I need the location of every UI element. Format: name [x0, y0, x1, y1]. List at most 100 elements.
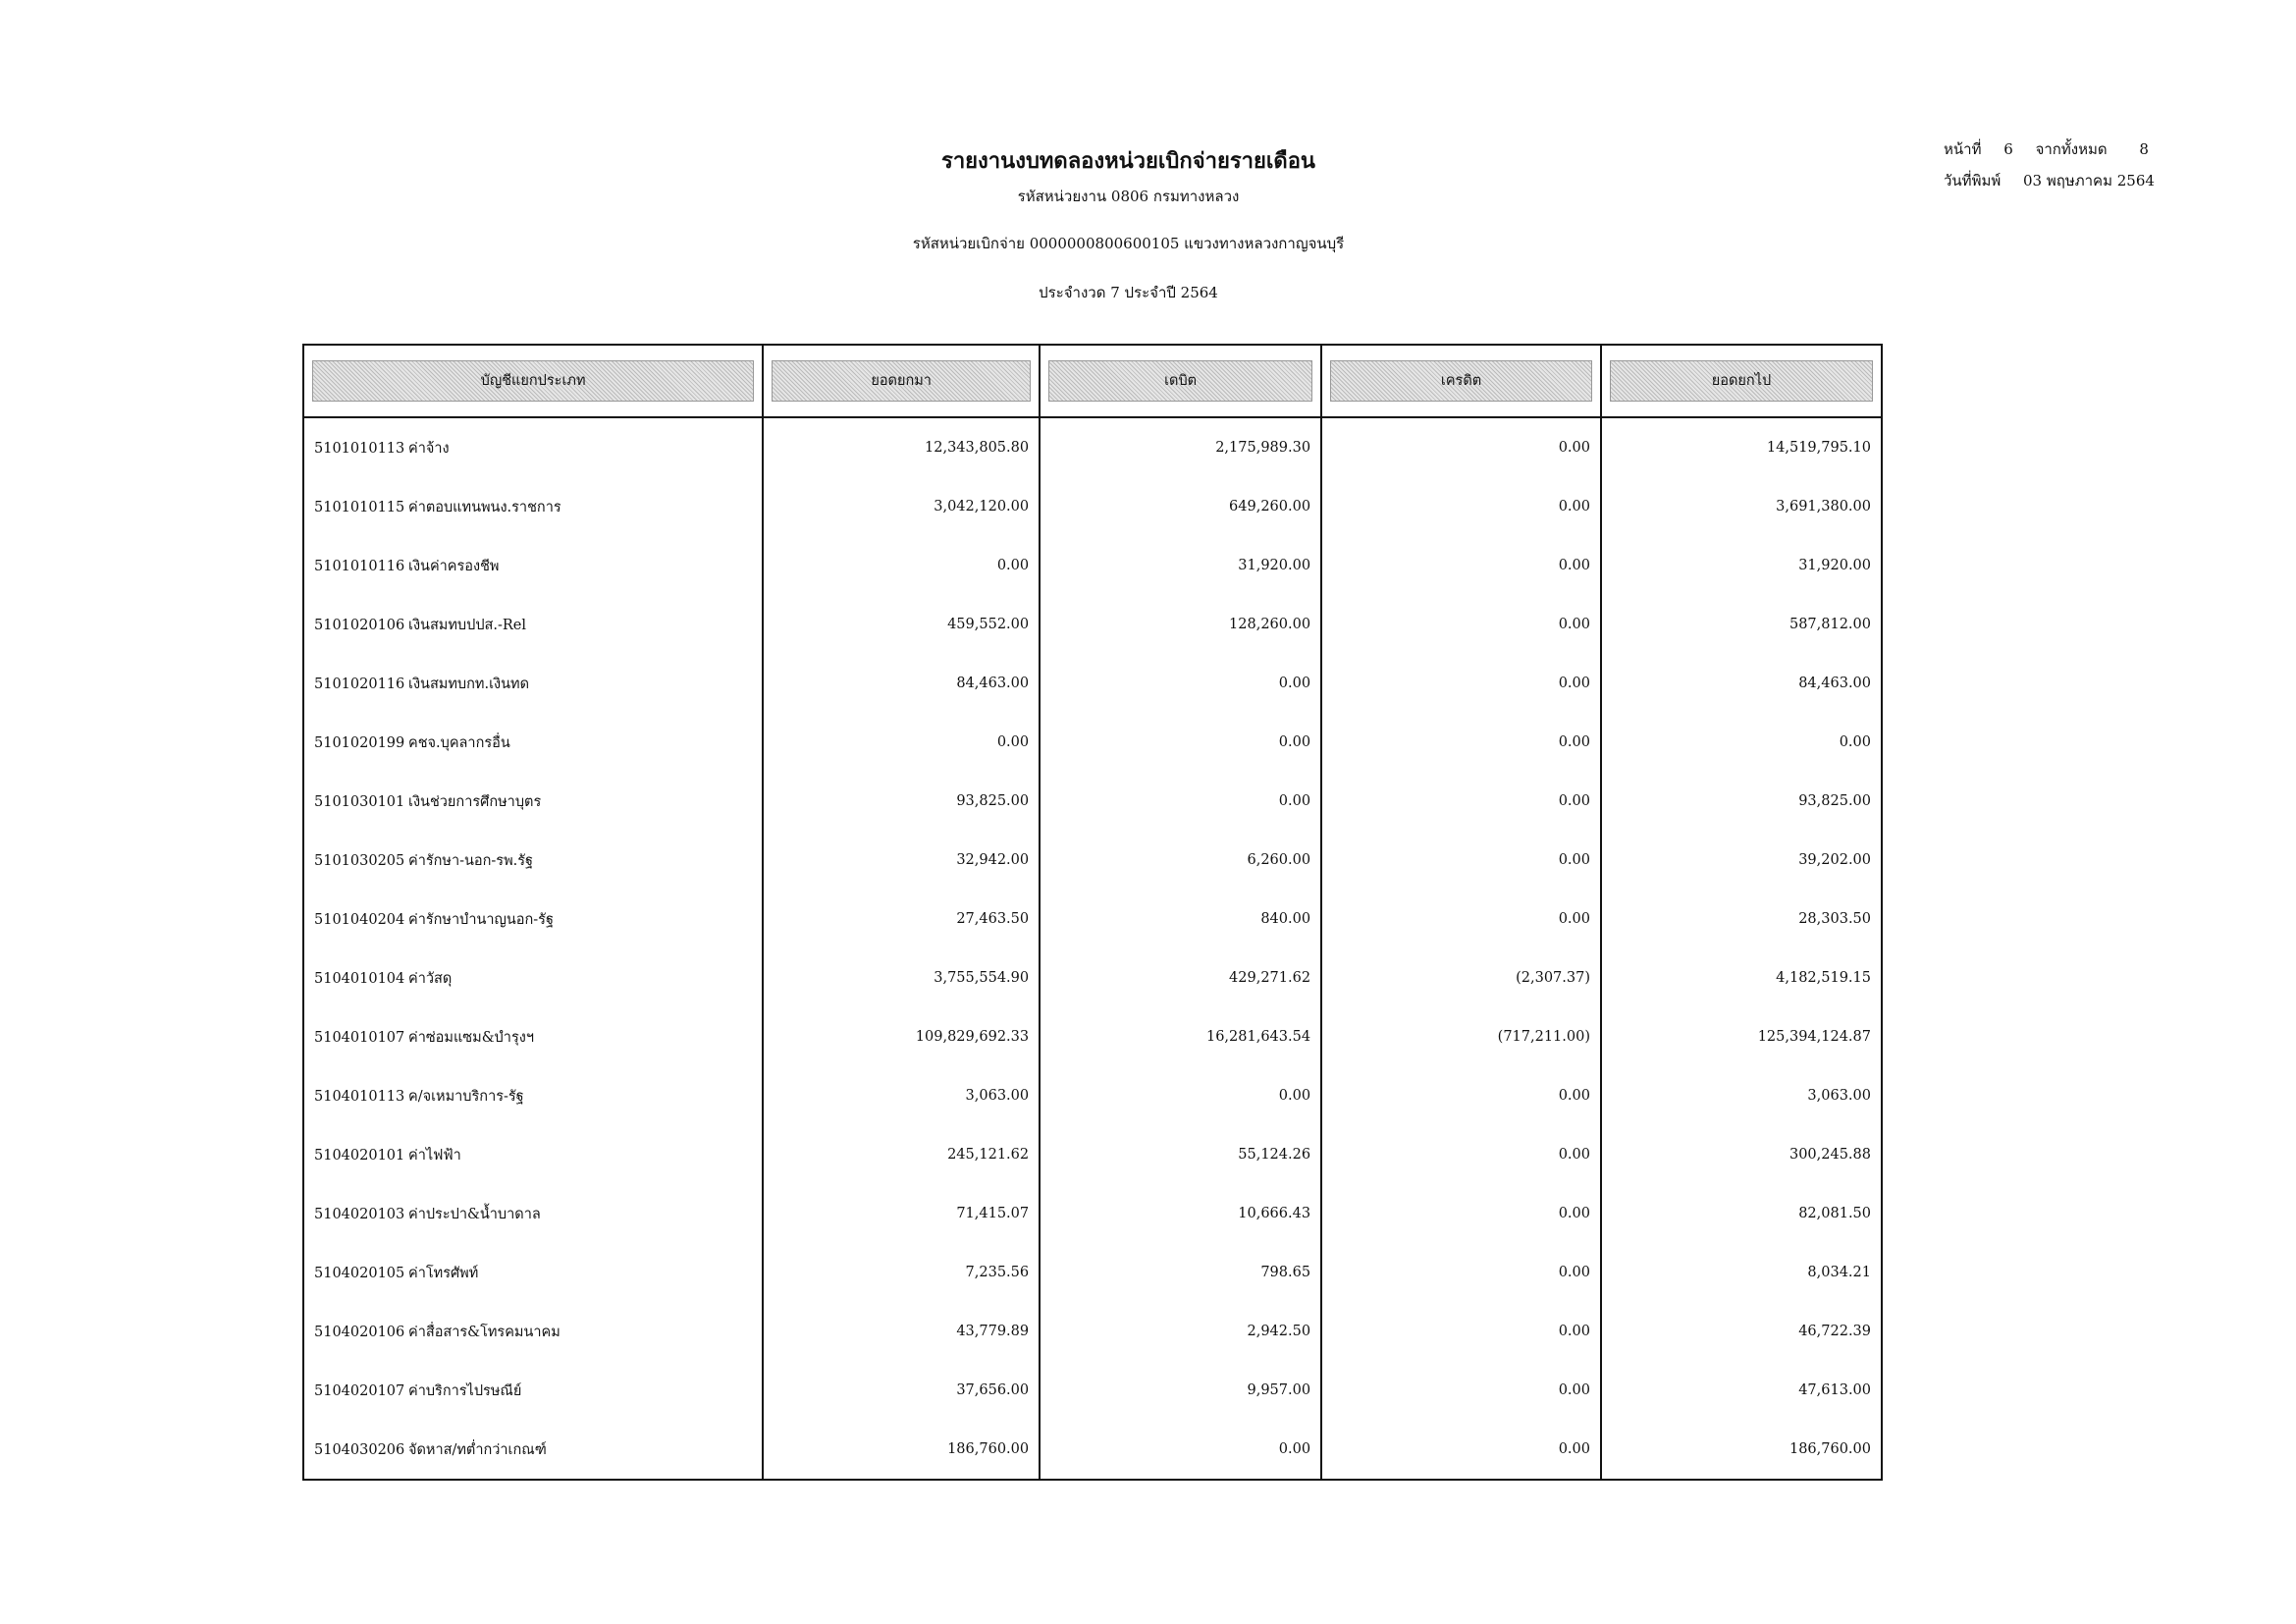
account-cell: 5104020103 ค่าประปา&น้ำบาดาล [301, 1184, 765, 1243]
account-name: เงินสมทบกท.เงินทด [408, 676, 529, 692]
account-name: เงินช่วยการศึกษาบุตร [408, 793, 542, 810]
period-line: ประจำงวด 7 ประจำปี 2564 [1039, 284, 1218, 301]
closing-balance: 47,613.00 [1600, 1361, 1883, 1420]
debit-amount: 2,175,989.30 [1039, 417, 1323, 477]
account-code: 5101030101 [314, 793, 405, 810]
account-code: 5101020199 [314, 734, 405, 751]
closing-balance: 84,463.00 [1600, 654, 1883, 713]
account-name: ค่ารักษาบำนาญนอก-รัฐ [408, 911, 554, 928]
account-cell: 5104020106 ค่าสื่อสาร&โทรคมนาคม [301, 1302, 765, 1361]
opening-balance: 3,063.00 [762, 1066, 1041, 1125]
credit-amount: 0.00 [1320, 890, 1602, 948]
account-cell: 5101020106 เงินสมทบปปส.-Rel [301, 595, 765, 654]
opening-balance: 0.00 [762, 536, 1041, 595]
debit-amount: 6,260.00 [1039, 831, 1323, 890]
account-cell: 5101030205 ค่ารักษา-นอก-รพ.รัฐ [301, 831, 765, 890]
account-name: ค่าไฟฟ้า [408, 1147, 461, 1164]
debit-amount: 31,920.00 [1039, 536, 1323, 595]
opening-balance: 32,942.00 [762, 831, 1041, 890]
closing-balance: 4,182,519.15 [1600, 948, 1883, 1007]
debit-amount: 840.00 [1039, 890, 1323, 948]
debit-amount: 429,271.62 [1039, 948, 1323, 1007]
table-row: 5104020107 ค่าบริการไปรษณีย์ 37,656.00 9,95… [301, 1361, 1883, 1420]
opening-balance: 27,463.50 [762, 890, 1041, 948]
account-name: ค่าตอบแทนพนง.ราชการ [408, 499, 561, 515]
account-cell: 5101010113 ค่าจ้าง [301, 417, 765, 477]
account-cell: 5104010104 ค่าวัสดุ [301, 948, 765, 1007]
table-row: 5101030101 เงินช่วยการศึกษาบุตร 93,825.00 0… [301, 772, 1883, 831]
opening-balance: 459,552.00 [762, 595, 1041, 654]
account-name: จัดหาส/ทต่ำกว่าเกณฑ์ [408, 1441, 547, 1458]
table-row: 5101020106 เงินสมทบปปส.-Rel 459,552.00 128,… [301, 595, 1883, 654]
closing-balance: 93,825.00 [1600, 772, 1883, 831]
debit-amount: 0.00 [1039, 1066, 1323, 1125]
debit-amount: 798.65 [1039, 1243, 1323, 1302]
table-row: 5101010113 ค่าจ้าง 12,343,805.80 2,175,989.… [301, 417, 1883, 477]
account-code: 5104020106 [314, 1324, 405, 1340]
disbursing-unit-line: รหัสหน่วยเบิกจ่าย 0000000800600105 แขวงท… [912, 235, 1345, 252]
closing-balance: 3,063.00 [1600, 1066, 1883, 1125]
account-code: 5104010107 [314, 1029, 405, 1046]
account-name: ค/จเหมาบริการ-รัฐ [408, 1088, 524, 1105]
account-name: ค่าบริการไปรษณีย์ [408, 1382, 522, 1399]
closing-balance: 3,691,380.00 [1600, 477, 1883, 536]
credit-amount: 0.00 [1320, 1361, 1602, 1420]
opening-balance: 7,235.56 [762, 1243, 1041, 1302]
account-code: 5101010113 [314, 440, 405, 457]
opening-balance: 0.00 [762, 713, 1041, 772]
table-row: 5101030205 ค่ารักษา-นอก-รพ.รัฐ 32,942.00 6,… [301, 831, 1883, 890]
opening-balance: 3,042,120.00 [762, 477, 1041, 536]
opening-balance: 109,829,692.33 [762, 1007, 1041, 1066]
account-cell: 5101010116 เงินค่าครองชีพ [301, 536, 765, 595]
account-cell: 5104010107 ค่าซ่อมแซม&บำรุงฯ [301, 1007, 765, 1066]
credit-amount: 0.00 [1320, 831, 1602, 890]
credit-amount: 0.00 [1320, 1184, 1602, 1243]
table-row: 5101010115 ค่าตอบแทนพนง.ราชการ 3,042,120.0… [301, 477, 1883, 536]
account-name: เงินค่าครองชีพ [408, 558, 500, 574]
account-cell: 5104030206 จัดหาส/ทต่ำกว่าเกณฑ์ [301, 1420, 765, 1480]
closing-balance: 125,394,124.87 [1600, 1007, 1883, 1066]
credit-amount: 0.00 [1320, 536, 1602, 595]
opening-balance: 3,755,554.90 [762, 948, 1041, 1007]
account-name: ค่าซ่อมแซม&บำรุงฯ [408, 1029, 534, 1046]
credit-amount: 0.00 [1320, 772, 1602, 831]
debit-amount: 16,281,643.54 [1039, 1007, 1323, 1066]
credit-amount: 0.00 [1320, 1125, 1602, 1184]
debit-amount: 2,942.50 [1039, 1302, 1323, 1361]
table-row: 5104020106 ค่าสื่อสาร&โทรคมนาคม 43,779.89 2… [301, 1302, 1883, 1361]
debit-amount: 9,957.00 [1039, 1361, 1323, 1420]
account-code: 5104030206 [314, 1441, 405, 1458]
trial-balance-table: บัญชีแยกประเภท ยอดยกมา เดบิต เครดิต ยอดย… [301, 344, 1883, 1481]
opening-balance: 186,760.00 [762, 1420, 1041, 1480]
credit-amount: 0.00 [1320, 1066, 1602, 1125]
table-row: 5101020116 เงินสมทบกท.เงินทด 84,463.00 0.00… [301, 654, 1883, 713]
closing-balance: 300,245.88 [1600, 1125, 1883, 1184]
page-info: หน้าที่ 6 จากทั้งหมด 8 [1944, 137, 2149, 161]
opening-balance: 93,825.00 [762, 772, 1041, 831]
print-date-info: วันที่พิมพ์ 03 พฤษภาคม 2564 [1944, 169, 2155, 192]
account-cell: 5101020116 เงินสมทบกท.เงินทด [301, 654, 765, 713]
closing-balance: 14,519,795.10 [1600, 417, 1883, 477]
credit-amount: 0.00 [1320, 1243, 1602, 1302]
total-pages: 8 [2139, 140, 2149, 158]
credit-amount: 0.00 [1320, 654, 1602, 713]
opening-balance: 84,463.00 [762, 654, 1041, 713]
debit-amount: 0.00 [1039, 772, 1323, 831]
table-row: 5104010104 ค่าวัสดุ 3,755,554.90 429,271.62… [301, 948, 1883, 1007]
table-row: 5101010116 เงินค่าครองชีพ 0.00 31,920.00 0.0… [301, 536, 1883, 595]
debit-amount: 649,260.00 [1039, 477, 1323, 536]
account-code: 5104010104 [314, 970, 405, 987]
account-code: 5104020107 [314, 1382, 405, 1399]
total-label: จากทั้งหมด [2035, 140, 2108, 158]
account-code: 5104020105 [314, 1265, 405, 1281]
opening-balance: 245,121.62 [762, 1125, 1041, 1184]
page-number: 6 [2003, 140, 2013, 158]
table-row: 5101040204 ค่ารักษาบำนาญนอก-รัฐ 27,463.50 8… [301, 890, 1883, 948]
print-date-label: วันที่พิมพ์ [1944, 172, 2002, 189]
debit-amount: 0.00 [1039, 713, 1323, 772]
debit-amount: 0.00 [1039, 1420, 1323, 1480]
table-row: 5104020103 ค่าประปา&น้ำบาดาล 71,415.07 10,6… [301, 1184, 1883, 1243]
account-code: 5104020103 [314, 1206, 405, 1222]
credit-amount: (2,307.37) [1320, 948, 1602, 1007]
closing-balance: 28,303.50 [1600, 890, 1883, 948]
